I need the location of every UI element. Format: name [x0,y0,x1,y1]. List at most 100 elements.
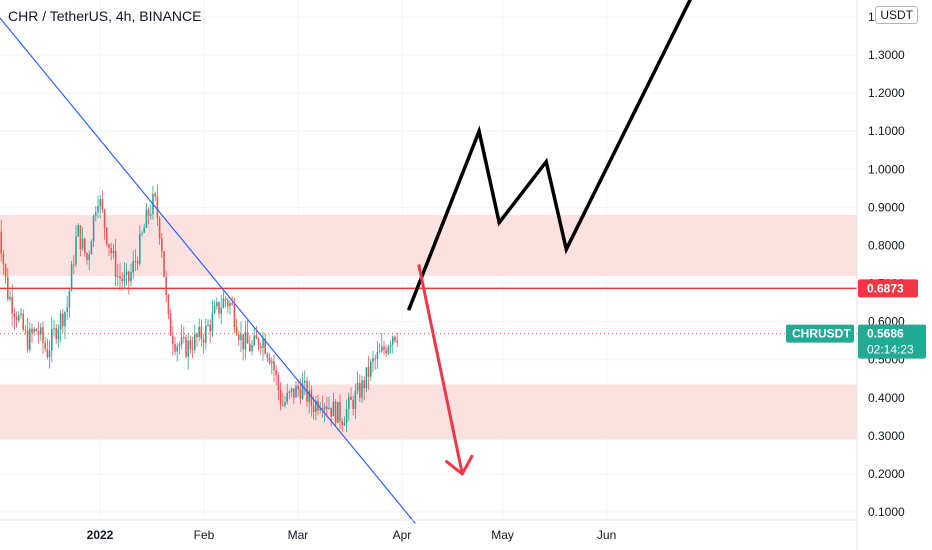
drawings-layer[interactable] [0,0,701,524]
candle[interactable] [224,296,227,307]
candle[interactable] [158,216,161,245]
candle[interactable] [213,300,216,315]
candle[interactable] [220,294,222,325]
x-axis[interactable]: 2022 Feb Mar Apr May Jun [0,519,857,542]
candle[interactable] [132,250,134,279]
candle[interactable] [123,262,126,289]
candle[interactable] [209,319,211,344]
candle[interactable] [150,204,152,220]
candle[interactable] [51,316,53,363]
resistance-line-group[interactable] [0,287,857,335]
candle[interactable] [44,336,46,353]
candle[interactable] [284,396,286,409]
candle[interactable] [308,381,310,414]
candle[interactable] [222,291,225,309]
candle[interactable] [345,399,348,433]
candle[interactable] [97,195,99,219]
candle[interactable] [0,219,3,262]
candle[interactable] [191,336,194,359]
candle[interactable] [73,255,75,275]
candle[interactable] [57,324,60,349]
candle[interactable] [372,350,374,373]
candle[interactable] [37,322,40,344]
candle[interactable] [48,340,51,369]
candle[interactable] [130,263,132,287]
candle[interactable] [295,381,297,398]
candle[interactable] [35,327,38,332]
candle[interactable] [396,332,398,348]
candle[interactable] [183,326,185,343]
candle[interactable] [194,324,196,354]
candle[interactable] [343,416,346,426]
candle[interactable] [84,237,86,257]
candle[interactable] [297,379,299,397]
candle[interactable] [187,332,189,370]
candle[interactable] [246,319,249,344]
candle[interactable] [249,335,251,352]
candle[interactable] [328,396,330,411]
candle[interactable] [18,311,20,323]
lower-demand-zone[interactable] [0,384,857,440]
candle[interactable] [394,335,396,343]
candle[interactable] [255,325,258,340]
candle[interactable] [176,343,178,362]
candle[interactable] [282,393,284,407]
candle[interactable] [240,321,242,352]
candle[interactable] [304,370,306,396]
candle[interactable] [352,395,354,416]
candle[interactable] [376,341,379,370]
candle[interactable] [200,319,203,347]
candle[interactable] [68,289,71,319]
candle[interactable] [165,270,167,303]
candle[interactable] [172,325,174,356]
candle[interactable] [125,263,128,286]
candle[interactable] [381,333,383,353]
candle[interactable] [29,322,31,353]
candle[interactable] [385,345,387,357]
candle[interactable] [235,318,238,336]
candle[interactable] [367,356,370,390]
candle[interactable] [266,351,269,363]
candle[interactable] [310,385,313,417]
candle[interactable] [90,239,93,255]
candle[interactable] [180,324,183,350]
candle[interactable] [169,308,172,337]
candle[interactable] [178,341,181,355]
candle[interactable] [2,249,5,275]
candle[interactable] [198,318,200,342]
candle[interactable] [62,308,64,334]
candle[interactable] [114,238,117,286]
candle[interactable] [163,250,165,278]
bullish-projection-path[interactable] [406,0,701,311]
candle[interactable] [33,327,35,336]
candle[interactable] [20,307,22,319]
candle[interactable] [356,371,359,395]
candle[interactable] [244,320,247,360]
unit-selector[interactable]: USDT [875,6,918,24]
candle[interactable] [279,381,282,411]
candle[interactable] [196,332,198,347]
candle[interactable] [251,340,253,356]
candle[interactable] [143,223,145,234]
candle[interactable] [40,322,42,341]
candle[interactable] [277,371,280,401]
candle[interactable] [81,227,84,252]
candle[interactable] [136,256,139,270]
candle[interactable] [139,225,141,266]
candle[interactable] [268,353,271,365]
candle[interactable] [145,202,148,229]
candle[interactable] [189,335,192,354]
candle[interactable] [363,376,365,401]
candle[interactable] [15,311,18,328]
candle[interactable] [42,321,44,354]
candle[interactable] [117,264,119,287]
candle[interactable] [207,319,209,327]
candle[interactable] [59,309,62,343]
candle[interactable] [112,243,115,259]
candle[interactable] [103,208,106,240]
candle[interactable] [392,335,394,354]
candle[interactable] [330,407,332,427]
candle[interactable] [290,387,293,398]
candle[interactable] [4,263,7,284]
candle[interactable] [218,301,220,319]
